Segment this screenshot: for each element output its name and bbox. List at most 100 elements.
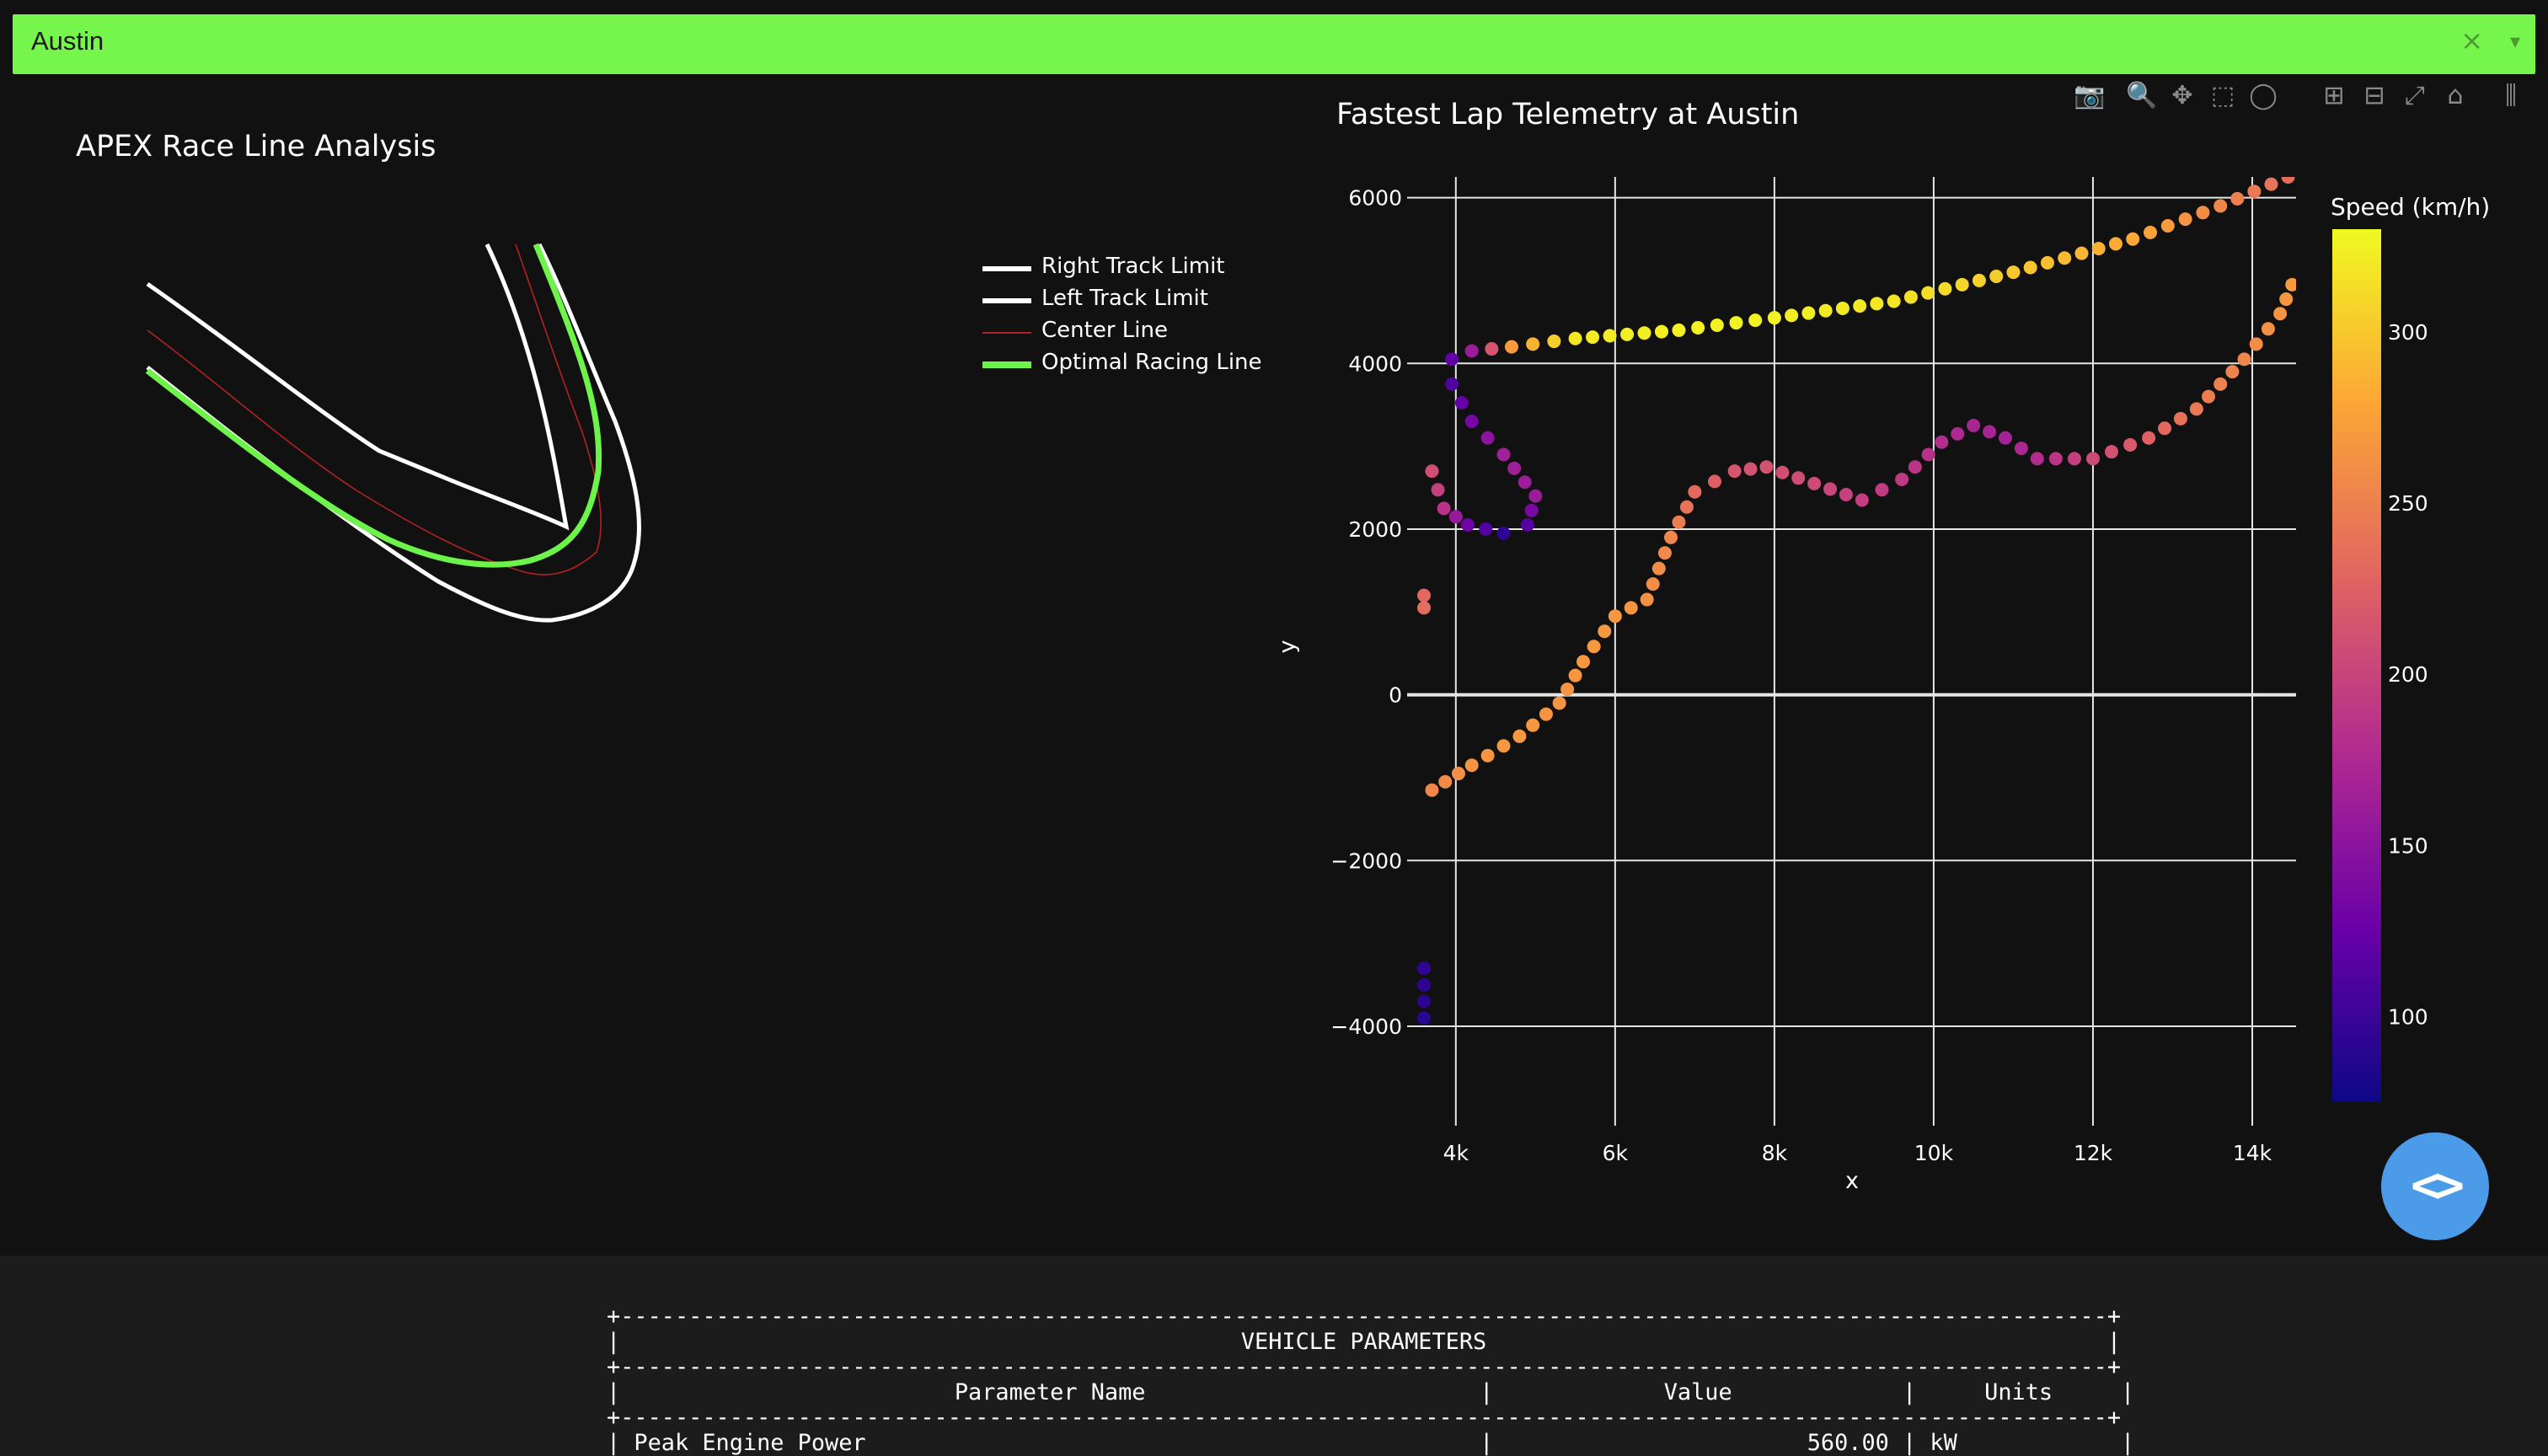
- vehicle-parameters-table: +---------------------------------------…: [607, 1304, 2134, 1456]
- legend-label: Right Track Limit: [1041, 254, 1225, 279]
- table-header-value: Value: [1663, 1379, 1732, 1405]
- telemetry-point: [2030, 452, 2044, 466]
- colorbar-ticks: 100 150 200 250 300: [2388, 320, 2428, 1030]
- telemetry-point: [1445, 377, 1459, 391]
- y-tick-label: −4000: [1330, 1014, 1402, 1039]
- optimal-racing-line: [145, 243, 602, 568]
- telemetry-point: [1955, 277, 1969, 292]
- telemetry-point: [2281, 177, 2295, 184]
- y-tick-label: 0: [1389, 683, 1402, 708]
- telemetry-point: [1710, 318, 1724, 333]
- legend-swatch: [982, 361, 1031, 368]
- telemetry-point: [1999, 431, 2012, 445]
- telemetry-point: [2048, 452, 2063, 466]
- telemetry-point: [1512, 729, 1527, 743]
- telemetry-point: [1460, 518, 1475, 533]
- race-line-plot[interactable]: [0, 0, 1314, 1247]
- table-cell-units: kW: [1930, 1430, 1957, 1456]
- center-line: [147, 244, 602, 575]
- telemetry-point: [2091, 241, 2106, 255]
- telemetry-point: [1480, 431, 1495, 445]
- ascii-border: |: [1903, 1430, 1917, 1456]
- telemetry-point: [1507, 461, 1522, 475]
- zoom-out-icon[interactable]: ⊟: [2363, 81, 2385, 110]
- zoom-icon[interactable]: 🔍: [2126, 81, 2158, 110]
- plot-modebar: 📷 🔍 ✥ ⬚ ◯ ⊞ ⊟ ⤢ ⌂ ⫼: [2073, 79, 2528, 113]
- colorbar-tick-label: 250: [2388, 491, 2428, 516]
- telemetry-scatter-plot[interactable]: 4k 6k 8k 10k 12k 14k −4000 −2000 0 2000 4000 6000 x…: [1264, 152, 2536, 1213]
- telemetry-point: [1520, 518, 1534, 533]
- left-track-limit: [146, 243, 570, 531]
- telemetry-point: [2144, 225, 2158, 239]
- close-icon[interactable]: ×: [2460, 24, 2483, 56]
- x-axis-label: x: [1845, 1168, 1859, 1194]
- telemetry-point: [1417, 601, 1431, 615]
- colorbar-tick-label: 100: [2388, 1004, 2428, 1029]
- telemetry-point: [1518, 475, 1532, 490]
- legend-label: Left Track Limit: [1041, 286, 1208, 311]
- telemetry-point: [1759, 460, 1774, 474]
- telemetry-point: [1598, 624, 1612, 639]
- telemetry-point: [1651, 561, 1666, 575]
- telemetry-point: [1855, 493, 1869, 507]
- ascii-border: |: [1903, 1379, 1917, 1405]
- telemetry-point: [2273, 307, 2288, 321]
- telemetry-point: [2074, 246, 2089, 260]
- y-tick-label: 6000: [1348, 186, 1402, 211]
- x-tick-label: 14k: [2233, 1141, 2272, 1165]
- telemetry-point: [2213, 377, 2228, 391]
- telemetry-point: [2173, 411, 2187, 426]
- ascii-border: |: [2121, 1430, 2135, 1456]
- table-cell-param: Peak Engine Power: [634, 1430, 866, 1456]
- telemetry-point: [1637, 326, 1651, 340]
- telemetry-point: [1464, 344, 1479, 358]
- telemetry-point: [2085, 452, 2100, 466]
- code-toggle-button[interactable]: <>: [2381, 1132, 2489, 1240]
- telemetry-point: [2108, 237, 2122, 251]
- telemetry-point: [1657, 546, 1672, 560]
- telemetry-point: [1729, 316, 1743, 330]
- table-cell-value: 560.00: [1807, 1430, 1889, 1456]
- box-select-icon[interactable]: ⬚: [2210, 81, 2235, 110]
- telemetry-point: [1727, 464, 1742, 479]
- data-points: [1417, 177, 2296, 1025]
- telemetry-point: [1967, 419, 1981, 433]
- zoom-in-icon[interactable]: ⊞: [2323, 81, 2345, 110]
- telemetry-point: [1496, 739, 1511, 753]
- telemetry-point: [1560, 682, 1575, 697]
- telemetry-point: [2105, 445, 2119, 459]
- telemetry-point: [2202, 389, 2216, 404]
- telemetry-point: [1425, 464, 1439, 479]
- chevron-down-icon[interactable]: ▾: [2509, 29, 2520, 53]
- telemetry-point: [2023, 260, 2037, 275]
- colorbar-title: Speed (km/h): [2331, 193, 2490, 221]
- telemetry-point: [2279, 292, 2294, 307]
- telemetry-point: [1528, 489, 1543, 503]
- ascii-border: |: [1480, 1379, 1494, 1405]
- camera-icon[interactable]: 📷: [2074, 81, 2106, 110]
- reset-axes-icon[interactable]: ⌂: [2447, 81, 2464, 110]
- telemetry-point: [1679, 500, 1694, 514]
- telemetry-point: [2126, 232, 2140, 246]
- telemetry-point: [1485, 342, 1499, 356]
- telemetry-point: [1568, 668, 1582, 682]
- lasso-icon[interactable]: ◯: [2249, 81, 2278, 110]
- telemetry-point: [1688, 484, 1702, 499]
- telemetry-point: [1921, 447, 1935, 462]
- telemetry-point: [1887, 294, 1901, 308]
- telemetry-point: [1417, 1011, 1431, 1025]
- telemetry-point: [2123, 437, 2138, 452]
- autoscale-icon[interactable]: ⤢: [2405, 81, 2425, 110]
- telemetry-point: [1524, 503, 1539, 517]
- spikelines-icon[interactable]: ⫼: [2505, 81, 2517, 110]
- pan-icon[interactable]: ✥: [2171, 81, 2193, 110]
- telemetry-point: [1464, 758, 1479, 773]
- telemetry-point: [1908, 460, 1922, 474]
- telemetry-point: [2178, 212, 2192, 227]
- window-titlebar: Austin × ▾: [13, 14, 2535, 74]
- ascii-border: |: [607, 1379, 621, 1405]
- telemetry-point: [2237, 352, 2251, 367]
- telemetry-point: [2160, 219, 2175, 233]
- ascii-border: |: [2121, 1379, 2135, 1405]
- telemetry-point: [1454, 395, 1469, 410]
